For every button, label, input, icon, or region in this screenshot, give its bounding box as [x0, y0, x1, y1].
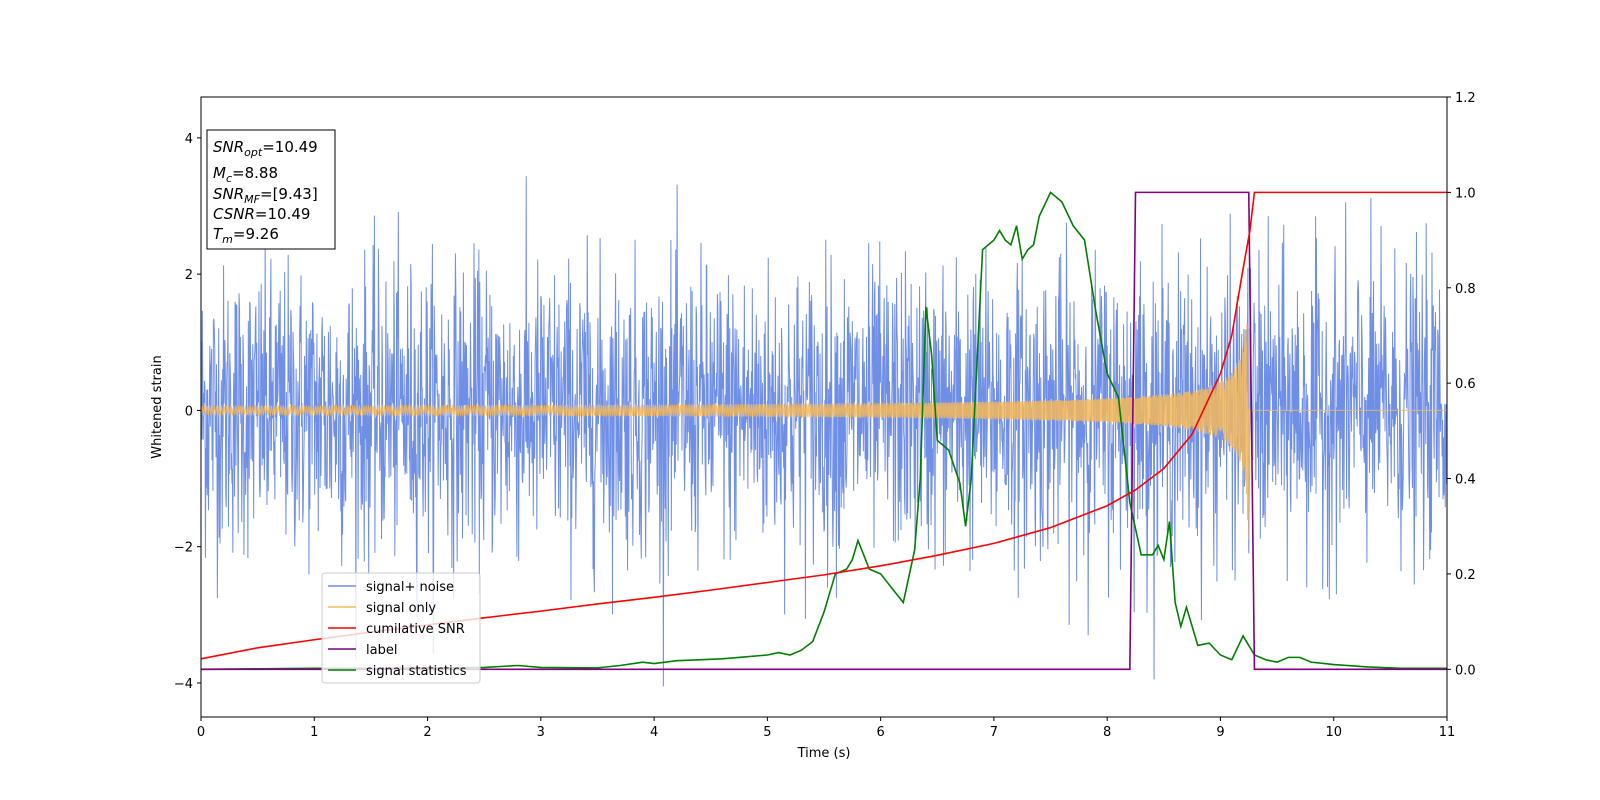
plot-frame [200, 96, 1448, 718]
x-tick-label: 11 [1439, 725, 1456, 740]
y-left-tick-label: −4 [174, 677, 193, 692]
signal-noise-series [201, 176, 1447, 687]
series-line-label [201, 191, 1447, 671]
info-box-line: Tm=9.26 [213, 225, 279, 246]
y-axis-left: −4 −2 0 2 4 [174, 132, 201, 692]
legend-entry: signal+ noise [366, 580, 454, 595]
x-tick-label: 7 [990, 725, 998, 740]
x-tick-label: 4 [650, 725, 658, 740]
legend: signal+ noise signal only cumilative SNR la… [321, 572, 481, 684]
y-axis-label: Whitened strain [150, 355, 165, 458]
y-right-tick-label: 0.8 [1455, 282, 1476, 297]
y-left-tick-label: 0 [185, 404, 193, 419]
y-left-tick-label: 2 [185, 268, 193, 283]
x-axis-label: Time (s) [797, 746, 851, 761]
legend-entry: signal statistics [366, 664, 467, 679]
x-tick-label: 3 [537, 725, 545, 740]
series-line-signal-statistics [201, 191, 1447, 671]
y-left-tick-label: −2 [174, 541, 193, 556]
y-left-tick-label: 4 [185, 132, 193, 147]
info-box-line: SNRMF=[9.43] [213, 185, 318, 206]
x-tick-label: 5 [763, 725, 771, 740]
y-right-tick-label: 0.6 [1455, 377, 1476, 392]
y-right-tick-label: 0.4 [1455, 473, 1476, 488]
x-tick-label: 6 [876, 725, 884, 740]
y-right-tick-label: 1.0 [1455, 186, 1476, 201]
legend-entry: cumilative SNR [366, 622, 465, 637]
signal-only-series [201, 324, 1447, 540]
series-line-signal-only [201, 324, 1447, 540]
x-tick-label: 0 [197, 725, 205, 740]
y-right-tick-label: 0.0 [1455, 663, 1476, 678]
x-tick-label: 9 [1216, 725, 1224, 740]
legend-frame [321, 572, 481, 684]
x-tick-label: 1 [310, 725, 318, 740]
info-box-line: Mc=8.88 [213, 164, 278, 185]
y-axis-right: 0.0 0.2 0.4 0.6 0.8 1.0 1.2 [1447, 91, 1476, 678]
legend-entry: signal only [366, 601, 436, 616]
info-box: SNRopt=10.49 Mc=8.88SNRMF=[9.43]CSNR=10.4… [206, 129, 336, 250]
x-tick-label: 8 [1103, 725, 1111, 740]
x-axis: 0 1 2 3 4 5 6 7 8 9 10 11 [197, 717, 1455, 740]
info-box-line: SNRopt=10.49 [213, 138, 318, 159]
info-box-frame [206, 129, 336, 250]
series-line-signal-noise [201, 176, 1447, 687]
x-tick-label: 2 [423, 725, 431, 740]
y-right-tick-label: 1.2 [1455, 91, 1476, 106]
legend-entry: label [366, 643, 397, 658]
y-right-tick-label: 0.2 [1455, 568, 1476, 583]
x-tick-label: 10 [1325, 725, 1342, 740]
info-box-line: CSNR=10.49 [213, 205, 310, 223]
